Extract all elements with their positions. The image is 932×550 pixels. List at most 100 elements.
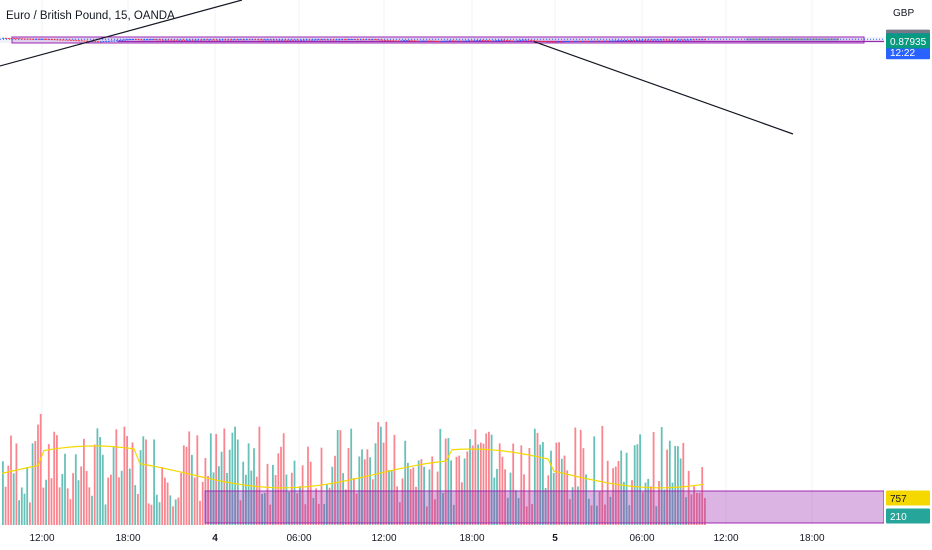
- volume-bar: [396, 486, 398, 525]
- candle-body: [508, 40, 511, 42]
- candle-body: [411, 40, 414, 42]
- volume-bar: [10, 435, 12, 525]
- candle-body: [251, 39, 254, 41]
- volume-bar: [131, 442, 134, 525]
- candle-body: [102, 41, 105, 43]
- volume-bar: [382, 442, 385, 525]
- volume-bar: [223, 428, 226, 525]
- candle-body: [40, 38, 43, 40]
- volume-bar: [458, 455, 461, 525]
- volume-bar: [563, 455, 566, 525]
- candle-body: [140, 39, 143, 41]
- candle-body: [654, 39, 657, 41]
- volume-bar: [199, 500, 201, 525]
- volume-bar: [417, 460, 420, 525]
- volume-bar: [577, 486, 579, 525]
- volume-bar: [590, 505, 593, 525]
- candle-body: [218, 39, 221, 41]
- volume-bar: [471, 445, 474, 525]
- candle-body: [37, 38, 40, 40]
- candle-body: [619, 40, 622, 42]
- volume-bar: [439, 428, 442, 525]
- candle-body: [134, 39, 137, 41]
- volume-zone: [204, 490, 885, 524]
- candle-body: [221, 39, 224, 41]
- volume-bar: [677, 446, 679, 525]
- candle-body: [264, 39, 267, 41]
- candle-body: [199, 39, 202, 41]
- volume-bar: [110, 474, 112, 525]
- volume-bar: [277, 453, 280, 525]
- volume-bar: [236, 439, 239, 525]
- volume-bar: [134, 485, 137, 525]
- volume-bar: [650, 486, 652, 525]
- candle-body: [698, 39, 701, 41]
- candle-body: [132, 39, 135, 41]
- volume-bar: [196, 435, 199, 525]
- volume-bar: [158, 502, 161, 525]
- candle-body: [400, 40, 403, 42]
- volume-bar: [623, 481, 625, 525]
- volume-bar: [447, 438, 450, 525]
- volume-bar: [91, 495, 93, 525]
- volume-bar: [690, 494, 693, 525]
- candle-body: [321, 39, 324, 41]
- candle-body: [465, 40, 468, 42]
- candle-body: [186, 39, 189, 41]
- volume-bar: [285, 474, 288, 525]
- candle-body: [660, 39, 663, 41]
- volume-bar: [185, 446, 188, 525]
- volume-bar: [587, 498, 590, 525]
- candle-body: [681, 39, 684, 41]
- volume-bar: [12, 473, 15, 525]
- time-axis[interactable]: 12:00 18:00 4 06:00 12:00 18:00 5 06:00 12:00 18:…: [0, 525, 932, 550]
- candle-body: [327, 39, 330, 41]
- volume-bar: [442, 492, 444, 525]
- candle-body: [245, 39, 248, 41]
- rising-trendline: [533, 40, 794, 135]
- candle-body: [633, 40, 636, 42]
- volume-bar: [161, 467, 164, 525]
- volume-bar: [609, 496, 612, 525]
- volume-bar: [172, 506, 174, 525]
- candle-body: [51, 39, 53, 41]
- volume-bar: [450, 460, 452, 525]
- candle-body: [164, 39, 167, 41]
- candle-body: [432, 40, 435, 42]
- volume-bar: [547, 475, 550, 525]
- candle-body: [486, 40, 489, 42]
- candle-body: [10, 38, 13, 40]
- volume-bar: [120, 470, 123, 525]
- volume-bar: [461, 482, 463, 525]
- volume-bar: [4, 486, 7, 525]
- candle-body: [595, 40, 598, 42]
- volume-bar: [164, 477, 166, 525]
- price-axis[interactable]: GBP0.884500.884000.883500.882500.881500.…: [884, 0, 932, 550]
- time-tick: 12:00: [713, 533, 738, 544]
- volume-bar: [231, 432, 234, 525]
- candle-body: [113, 40, 116, 42]
- candle-body: [34, 38, 37, 40]
- volume-bar: [466, 451, 469, 525]
- candle-body: [600, 40, 603, 42]
- candle-body: [427, 40, 430, 42]
- volume-bar: [107, 477, 110, 525]
- volume-bar: [339, 430, 342, 525]
- time-tick: 06:00: [286, 533, 311, 544]
- volume-ma-line: [1, 445, 705, 489]
- volume-bar: [655, 506, 658, 525]
- candle-body: [156, 39, 159, 41]
- candle-body: [213, 39, 216, 41]
- candle-body: [162, 39, 164, 41]
- volume-bar: [66, 488, 69, 525]
- trendlines[interactable]: [0, 0, 794, 135]
- volume-bar: [288, 492, 290, 525]
- candle-body: [530, 39, 533, 41]
- volume-bar: [596, 505, 598, 525]
- volume-bar: [212, 472, 215, 525]
- candle-body: [254, 39, 257, 41]
- volume-bar: [490, 434, 493, 525]
